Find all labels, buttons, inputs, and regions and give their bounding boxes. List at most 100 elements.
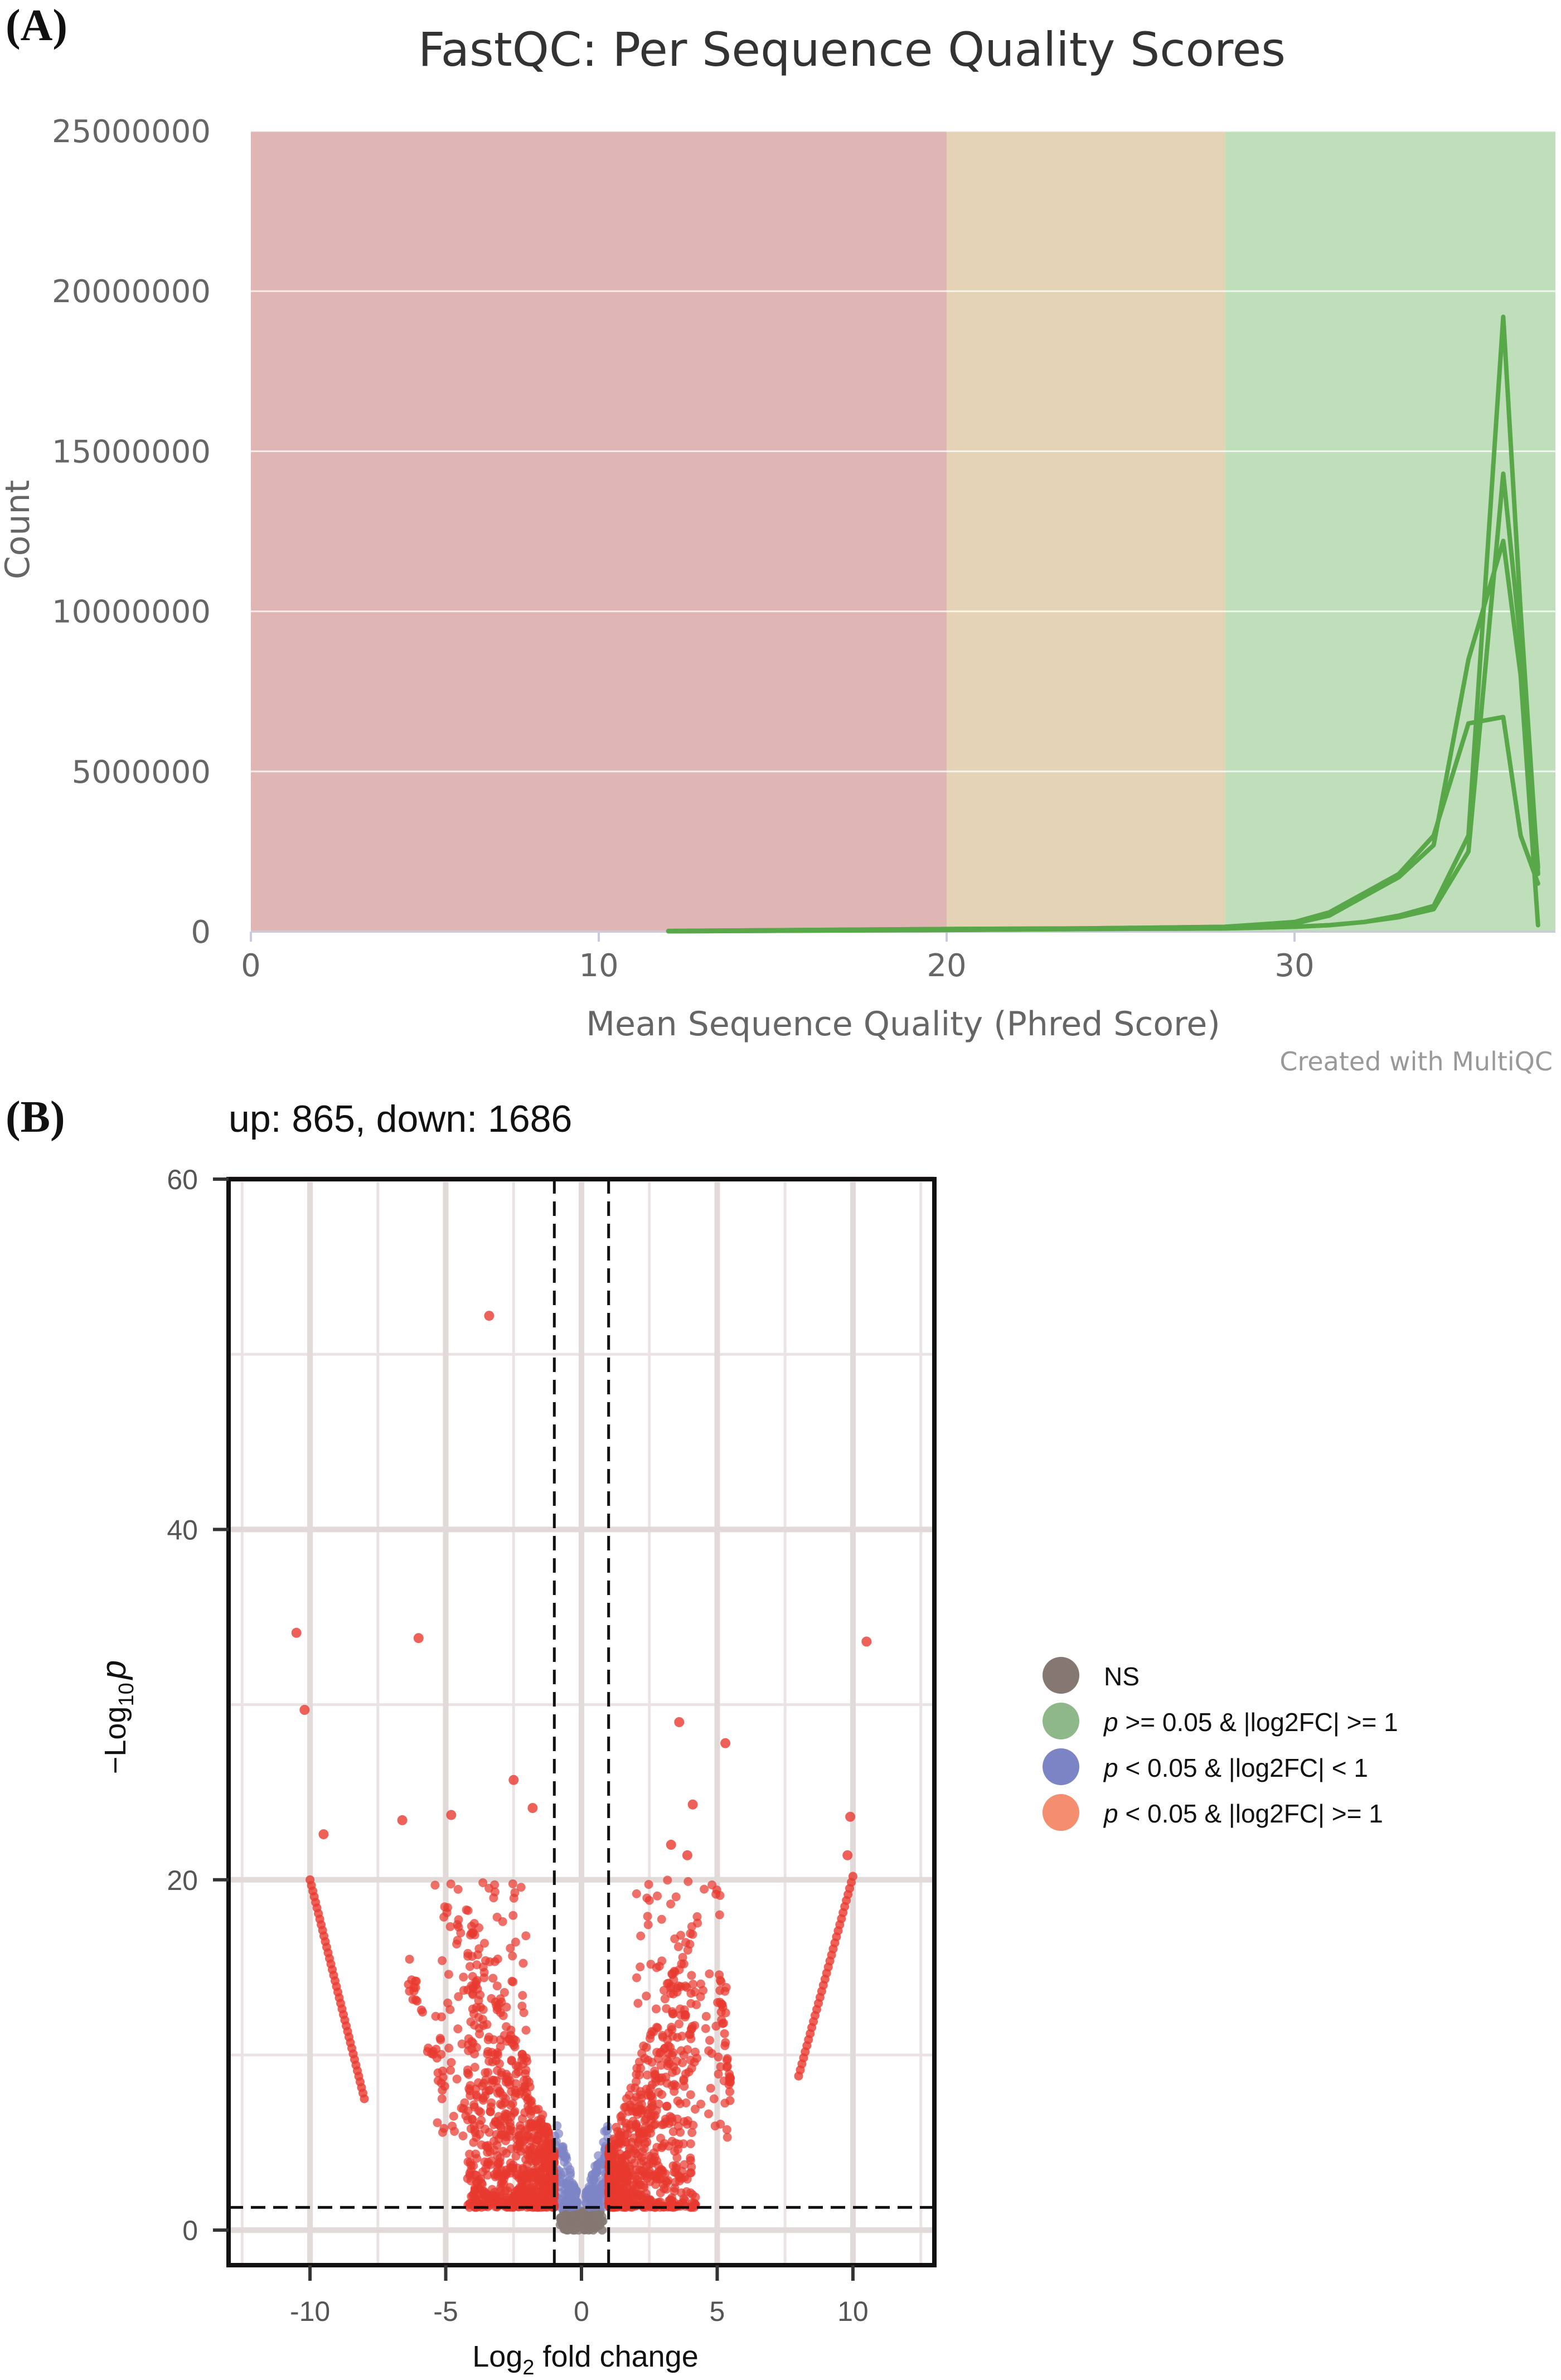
volcano-point [637,2166,646,2176]
volcano-point [475,2029,484,2039]
volcano-point [554,2129,564,2139]
volcano-point [587,2198,597,2207]
volcano-point [438,2066,447,2076]
volcano-point [657,1956,667,1966]
volcano-point [715,1998,725,2007]
volcano-point [499,2179,508,2189]
volcano-point [521,1931,531,1941]
volcano-point [686,2202,695,2212]
volcano-point [566,2210,575,2219]
volcano-point [657,1914,666,1924]
volcano-point [714,2052,723,2062]
volcano-points [291,1311,872,2235]
volcano-point [692,1912,702,1921]
volcano-point [481,1956,490,1965]
volcano-point [632,1889,641,1898]
legend-p-symbol: p [1103,1708,1118,1737]
legend-p-symbol: p [1103,1799,1118,1828]
volcano-point [446,1879,455,1889]
volcano-point [718,2019,728,2028]
volcano-point [526,2110,535,2119]
volcano-point [509,2108,518,2117]
volcano-point [511,2036,520,2045]
volcano-point [520,2076,529,2085]
volcano-point [523,2102,533,2111]
volcano-point [689,2120,698,2130]
volcano-point [442,1908,452,1917]
volcano-point [681,2012,690,2022]
y-tick-label: 20 [167,1865,198,1896]
volcano-point [534,2123,544,2132]
volcano-point [638,2147,647,2156]
volcano-point [673,2096,682,2106]
chart-a-x-ticks: 0 10 20 30 [241,932,1315,984]
volcano-point [545,2171,555,2181]
volcano-point [512,2199,522,2208]
volcano-point [653,2054,663,2063]
volcano-point [693,1918,702,1928]
volcano-point [664,2028,673,2038]
volcano-point [637,2049,647,2058]
volcano-point [651,2071,660,2080]
volcano-point [481,2190,490,2200]
volcano-point [524,2169,534,2178]
volcano-point [658,2141,667,2151]
volcano-point [492,1912,502,1922]
volcano-point [666,1899,675,1909]
volcano-point [686,2090,695,2100]
volcano-point [661,2177,671,2186]
volcano-point [446,1810,457,1820]
volcano-point [438,2086,447,2095]
volcano-point [644,1896,654,1905]
xlabel-rest: fold change [535,2340,699,2373]
volcano-point [848,1872,857,1881]
volcano-point [438,1956,447,1965]
volcano-point [634,2057,644,2067]
volcano-point [699,1986,707,1995]
volcano-point [654,2100,663,2108]
volcano-point [681,1981,690,1991]
volcano-point [656,2166,665,2175]
volcano-point [674,2139,683,2149]
volcano-point [675,2173,685,2182]
panel-b-label: (B) [6,1093,65,1142]
volcano-point [517,2177,526,2186]
volcano-y-ticks: 0 20 40 60 [167,1164,229,2246]
ylabel-log: −Log [99,1707,132,1775]
legend-condition: < 0.05 & |log2FC| < 1 [1118,1753,1368,1782]
volcano-point [722,2125,731,2134]
volcano-point [515,2137,525,2147]
volcano-point [687,2128,697,2137]
volcano-point [701,2024,710,2033]
multiqc-credit: Created with MultiQC [1279,1046,1553,1077]
volcano-point [556,2213,565,2222]
volcano-point [470,2102,479,2112]
volcano-point [470,2063,479,2072]
volcano-xlabel: Log2 fold change [472,2340,698,2379]
volcano-point [686,2153,695,2163]
volcano-point [468,2115,477,2124]
volcano-point [459,1986,468,1995]
volcano-point [632,2119,641,2129]
volcano-point [521,2025,531,2035]
volcano-point [438,2127,447,2137]
volcano-point [636,1962,645,1971]
y-tick-label: 10000000 [52,594,211,631]
panel-a-label: (A) [6,1,67,50]
chart-a-series [666,314,1540,934]
legend-label-fc_only: p >= 0.05 & |log2FC| >= 1 [1103,1708,1398,1737]
volcano-point [521,2066,531,2075]
volcano-point [478,2021,488,2030]
volcano-point [621,2119,631,2128]
volcano-point [467,1981,476,1990]
volcano-point [558,2148,567,2157]
x-tick-label: -5 [433,2296,458,2327]
x-tick-label: 10 [579,948,618,984]
volcano-point [472,2003,481,2012]
ylabel-sub: 10 [115,1683,138,1706]
volcano-point [558,2220,567,2229]
volcano-point [523,2131,532,2140]
volcano-point [515,2089,524,2098]
volcano-point [478,2096,488,2105]
volcano-point [454,1992,463,2001]
